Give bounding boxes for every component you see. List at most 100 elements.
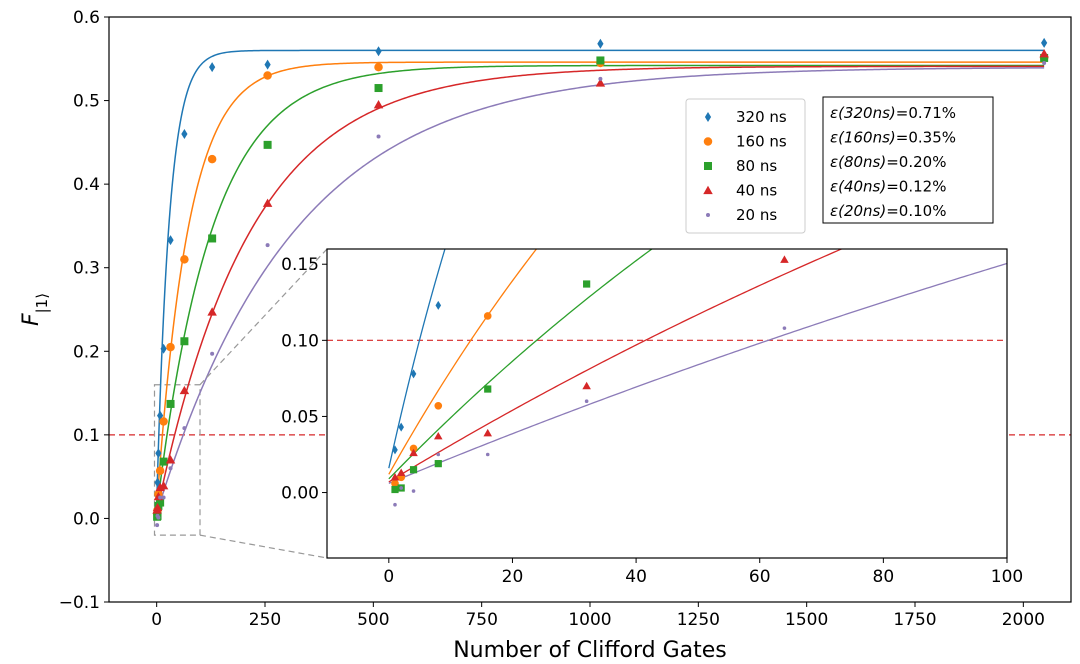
marker-80ns [434, 460, 442, 468]
marker-80ns [596, 56, 605, 65]
marker-40ns [373, 100, 384, 109]
marker-80ns [1040, 53, 1049, 62]
marker-320ns [167, 235, 174, 246]
marker-160ns [263, 71, 272, 80]
marker-20ns [393, 502, 397, 507]
marker-40ns [179, 385, 190, 395]
marker-20ns [584, 399, 589, 404]
marker-20ns [265, 243, 270, 248]
marker-320ns [704, 112, 712, 122]
marker-80ns [208, 234, 217, 243]
legend-label: 80 ns [736, 157, 777, 175]
marker-160ns [159, 417, 168, 426]
marker-40ns [165, 455, 176, 464]
inset-fit-curve-40ns [388, 249, 844, 483]
marker-320ns [435, 300, 442, 310]
marker-80ns [704, 162, 712, 170]
y-tick-label: 0.2 [73, 342, 100, 362]
x-tick-label: 750 [465, 610, 497, 630]
marker-40ns [483, 428, 493, 437]
x-tick-label: 500 [357, 610, 389, 630]
error-rate-label: ε(160ns)=0.35% [830, 129, 956, 147]
x-tick-label: 1500 [785, 610, 828, 630]
marker-20ns [155, 523, 160, 528]
inset-fit-curve-20ns [388, 262, 1007, 485]
error-rate-label: ε(40ns)=0.12% [830, 178, 946, 196]
inset-axes-frame [326, 248, 1008, 559]
marker-80ns [583, 280, 591, 288]
x-tick-label: 1750 [893, 610, 936, 630]
inset-y-tick-label: 0.10 [281, 331, 319, 351]
marker-20ns [376, 134, 381, 139]
y-tick-label: −0.1 [59, 593, 100, 613]
inset-x-tick-label: 0 [383, 567, 394, 587]
marker-80ns [409, 466, 418, 474]
fit-curve-80ns [155, 64, 1045, 511]
marker-20ns [436, 452, 441, 457]
inset-fit-curve-160ns [388, 249, 538, 475]
marker-20ns [156, 515, 161, 520]
marker-20ns [598, 76, 603, 81]
x-tick-label: 1000 [568, 610, 611, 630]
fit-curve-320ns [155, 49, 1045, 506]
y-tick-label: 0.1 [73, 426, 100, 446]
inset-plot: 0 20 40 60 80 100 0.00 0.05 0.10 0.15 [281, 248, 1023, 587]
marker-80ns [263, 140, 272, 149]
y-axis-title: F|1⟩ [19, 293, 51, 326]
marker-80ns [391, 485, 399, 494]
fit-curve-40ns [155, 65, 1045, 513]
marker-20ns [1042, 60, 1047, 65]
marker-40ns [595, 78, 606, 87]
legend-label: 40 ns [736, 182, 777, 200]
marker-40ns [433, 431, 443, 440]
marker-80ns [484, 385, 492, 393]
inset-x-tick-label: 20 [502, 567, 524, 587]
marker-20ns [411, 489, 416, 493]
inset-x-tick-label: 40 [625, 567, 647, 587]
marker-160ns [483, 312, 492, 320]
marker-20ns [158, 495, 163, 500]
marker-320ns [398, 422, 404, 432]
y-tick-label: 0.4 [73, 175, 100, 195]
marker-160ns [180, 255, 189, 264]
marker-40ns [780, 255, 789, 263]
inset-fit-curve-80ns [388, 249, 653, 480]
marker-320ns [264, 59, 271, 70]
legend-label: 20 ns [736, 206, 777, 224]
marker-20ns [161, 495, 166, 500]
inset-y-tick-label: 0.15 [281, 255, 319, 275]
marker-20ns [210, 351, 215, 356]
marker-20ns [706, 213, 710, 217]
marker-320ns [375, 46, 382, 57]
main-axes-frame [108, 16, 1072, 603]
error-rate-label: ε(80ns)=0.20% [830, 153, 946, 171]
fit-curve-160ns [155, 61, 1045, 509]
marker-80ns [156, 498, 165, 507]
marker-80ns [159, 457, 168, 466]
zoom-connector-line [199, 248, 328, 386]
marker-40ns [396, 468, 406, 476]
inset-y-tick-label: 0.00 [281, 484, 319, 504]
marker-20ns [168, 466, 173, 471]
x-tick-label: 250 [249, 610, 281, 630]
marker-40ns [1039, 49, 1049, 58]
zoom-connector-line [199, 534, 328, 559]
marker-320ns [392, 445, 398, 455]
marker-80ns [180, 337, 189, 346]
y-tick-label: 0.6 [73, 8, 100, 28]
error-rate-label: ε(20ns)=0.10% [830, 202, 946, 220]
marker-320ns [410, 369, 417, 379]
marker-40ns [152, 502, 163, 512]
marker-40ns [409, 448, 418, 457]
marker-160ns [374, 62, 383, 72]
zoom-region-box [153, 384, 201, 536]
marker-320ns [1041, 37, 1048, 48]
marker-160ns [409, 444, 418, 453]
marker-320ns [209, 62, 216, 73]
fit-curve-20ns [155, 67, 1045, 514]
x-tick-label: 2000 [1002, 610, 1045, 630]
marker-320ns [181, 129, 188, 139]
marker-160ns [434, 401, 443, 410]
marker-20ns [782, 326, 787, 330]
